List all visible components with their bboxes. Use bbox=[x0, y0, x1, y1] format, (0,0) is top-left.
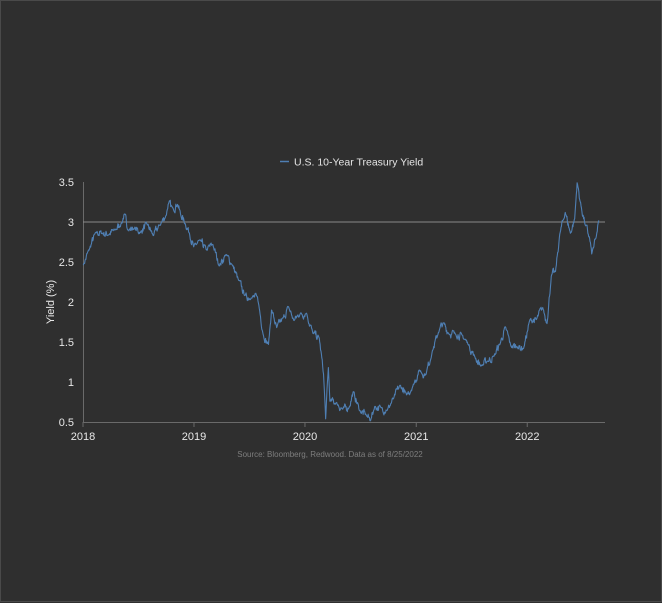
x-tick-label: 2021 bbox=[404, 431, 428, 443]
legend: U.S. 10-Year Treasury Yield bbox=[280, 157, 423, 169]
y-tick-label: 2.5 bbox=[59, 257, 74, 269]
y-tick-label: 1 bbox=[68, 377, 74, 389]
y-tick-label: 2 bbox=[68, 297, 74, 309]
y-tick-group: 0.5 1 1.5 2 2.5 3 3.5 bbox=[59, 177, 74, 429]
series-line-us-10y bbox=[82, 182, 600, 422]
y-tick-label: 3 bbox=[68, 217, 74, 229]
legend-label: U.S. 10-Year Treasury Yield bbox=[294, 157, 423, 169]
x-tick-group: 2018 2019 2020 2021 2022 bbox=[71, 422, 539, 443]
y-tick-label: 0.5 bbox=[59, 417, 74, 429]
source-note: Source: Bloomberg, Redwood. Data as of 8… bbox=[237, 450, 423, 459]
y-axis-label: Yield (%) bbox=[45, 280, 57, 324]
x-tick-label: 2018 bbox=[71, 431, 95, 443]
y-tick-label: 3.5 bbox=[59, 177, 74, 189]
y-tick-label: 1.5 bbox=[59, 337, 74, 349]
x-tick-label: 2020 bbox=[293, 431, 317, 443]
x-tick-label: 2019 bbox=[182, 431, 206, 443]
x-tick-label: 2022 bbox=[515, 431, 539, 443]
